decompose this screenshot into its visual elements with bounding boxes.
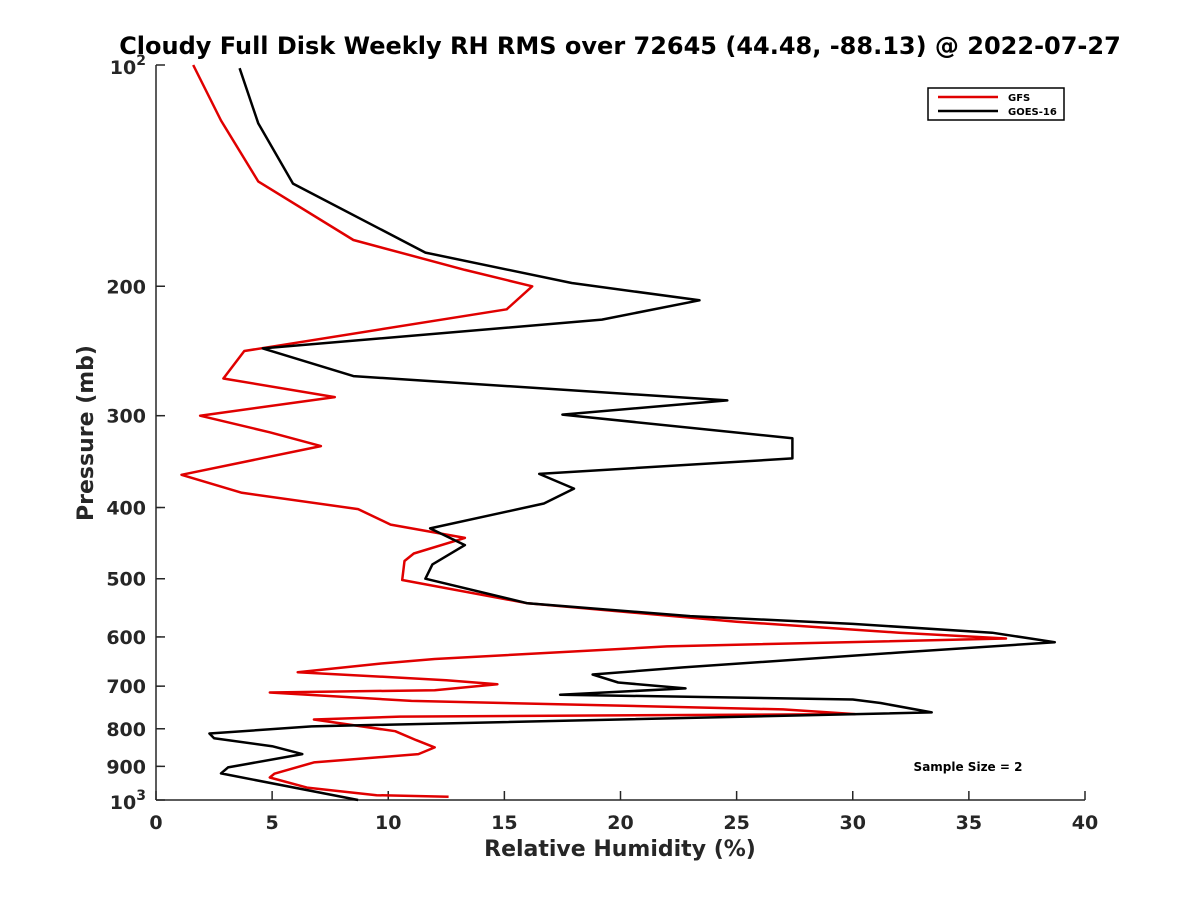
- x-tick-label: 0: [149, 812, 162, 834]
- y-tick-label: 800: [106, 719, 146, 741]
- series-line-goes-16: [208, 67, 1057, 802]
- x-tick-label: 40: [1072, 812, 1098, 834]
- y-tick-label: 700: [106, 676, 146, 698]
- x-tick-label: 25: [723, 812, 749, 834]
- series-line-gfs: [180, 64, 1008, 799]
- y-tick-label: 102: [110, 53, 146, 79]
- y-tick-label: 200: [106, 276, 146, 298]
- x-tick-label: 10: [375, 812, 401, 834]
- y-tick-label: 400: [106, 498, 146, 520]
- y-axis-label: Pressure (mb): [74, 345, 99, 521]
- y-tick-label: 300: [106, 406, 146, 428]
- chart-title: Cloudy Full Disk Weekly RH RMS over 7264…: [119, 32, 1121, 60]
- legend-label: GOES-16: [1008, 107, 1057, 118]
- x-tick-label: 35: [956, 812, 982, 834]
- legend-label: GFS: [1008, 93, 1030, 104]
- x-tick-label: 5: [266, 812, 279, 834]
- plot-area: 0 5 10 15 20 25 30 35 40 102 200 300 400 500 600 700 800…: [106, 53, 1098, 834]
- y-tick-label: 900: [106, 756, 146, 778]
- y-tick-label: 103: [110, 788, 146, 814]
- y-tick-label: 500: [106, 569, 146, 591]
- legend: GFS GOES-16: [927, 87, 1065, 121]
- x-axis-label: Relative Humidity (%): [484, 837, 756, 862]
- x-tick-label: 15: [491, 812, 517, 834]
- y-tick-label: 600: [106, 627, 146, 649]
- legend-box: [927, 87, 1065, 121]
- sample-size-annotation: Sample Size = 2: [914, 760, 1023, 774]
- x-tick-label: 30: [840, 812, 866, 834]
- x-tick-label: 20: [607, 812, 633, 834]
